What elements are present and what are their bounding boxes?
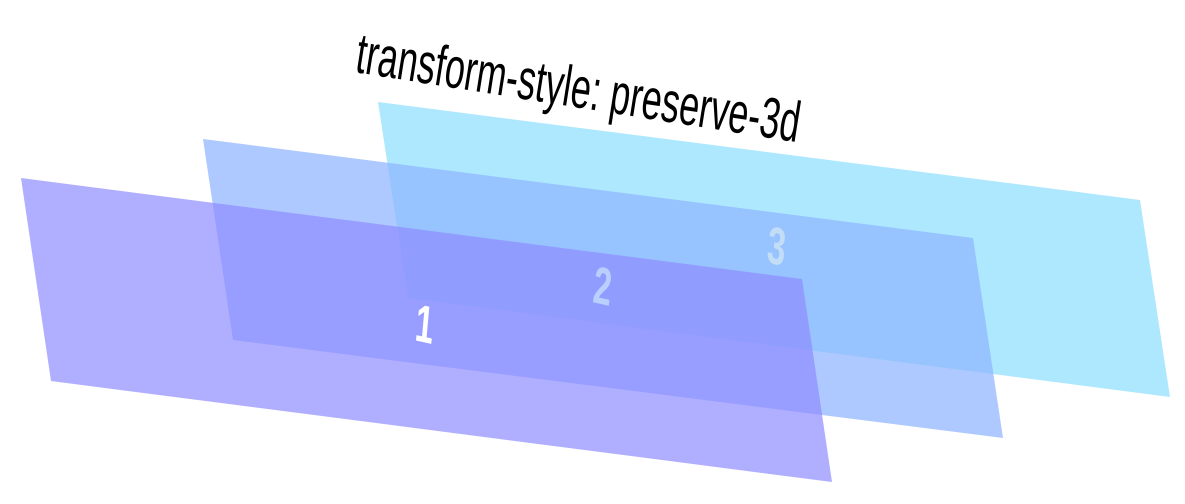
plane-1-label: 1 <box>413 294 436 356</box>
plane-3-label: 3 <box>765 216 788 278</box>
plane-1-label-group: 1 <box>413 294 436 356</box>
plane-2-label-group: 2 <box>591 256 614 318</box>
plane-3-label-group: 3 <box>765 216 788 278</box>
plane-2-label: 2 <box>591 256 614 318</box>
plane-1 <box>21 178 832 482</box>
